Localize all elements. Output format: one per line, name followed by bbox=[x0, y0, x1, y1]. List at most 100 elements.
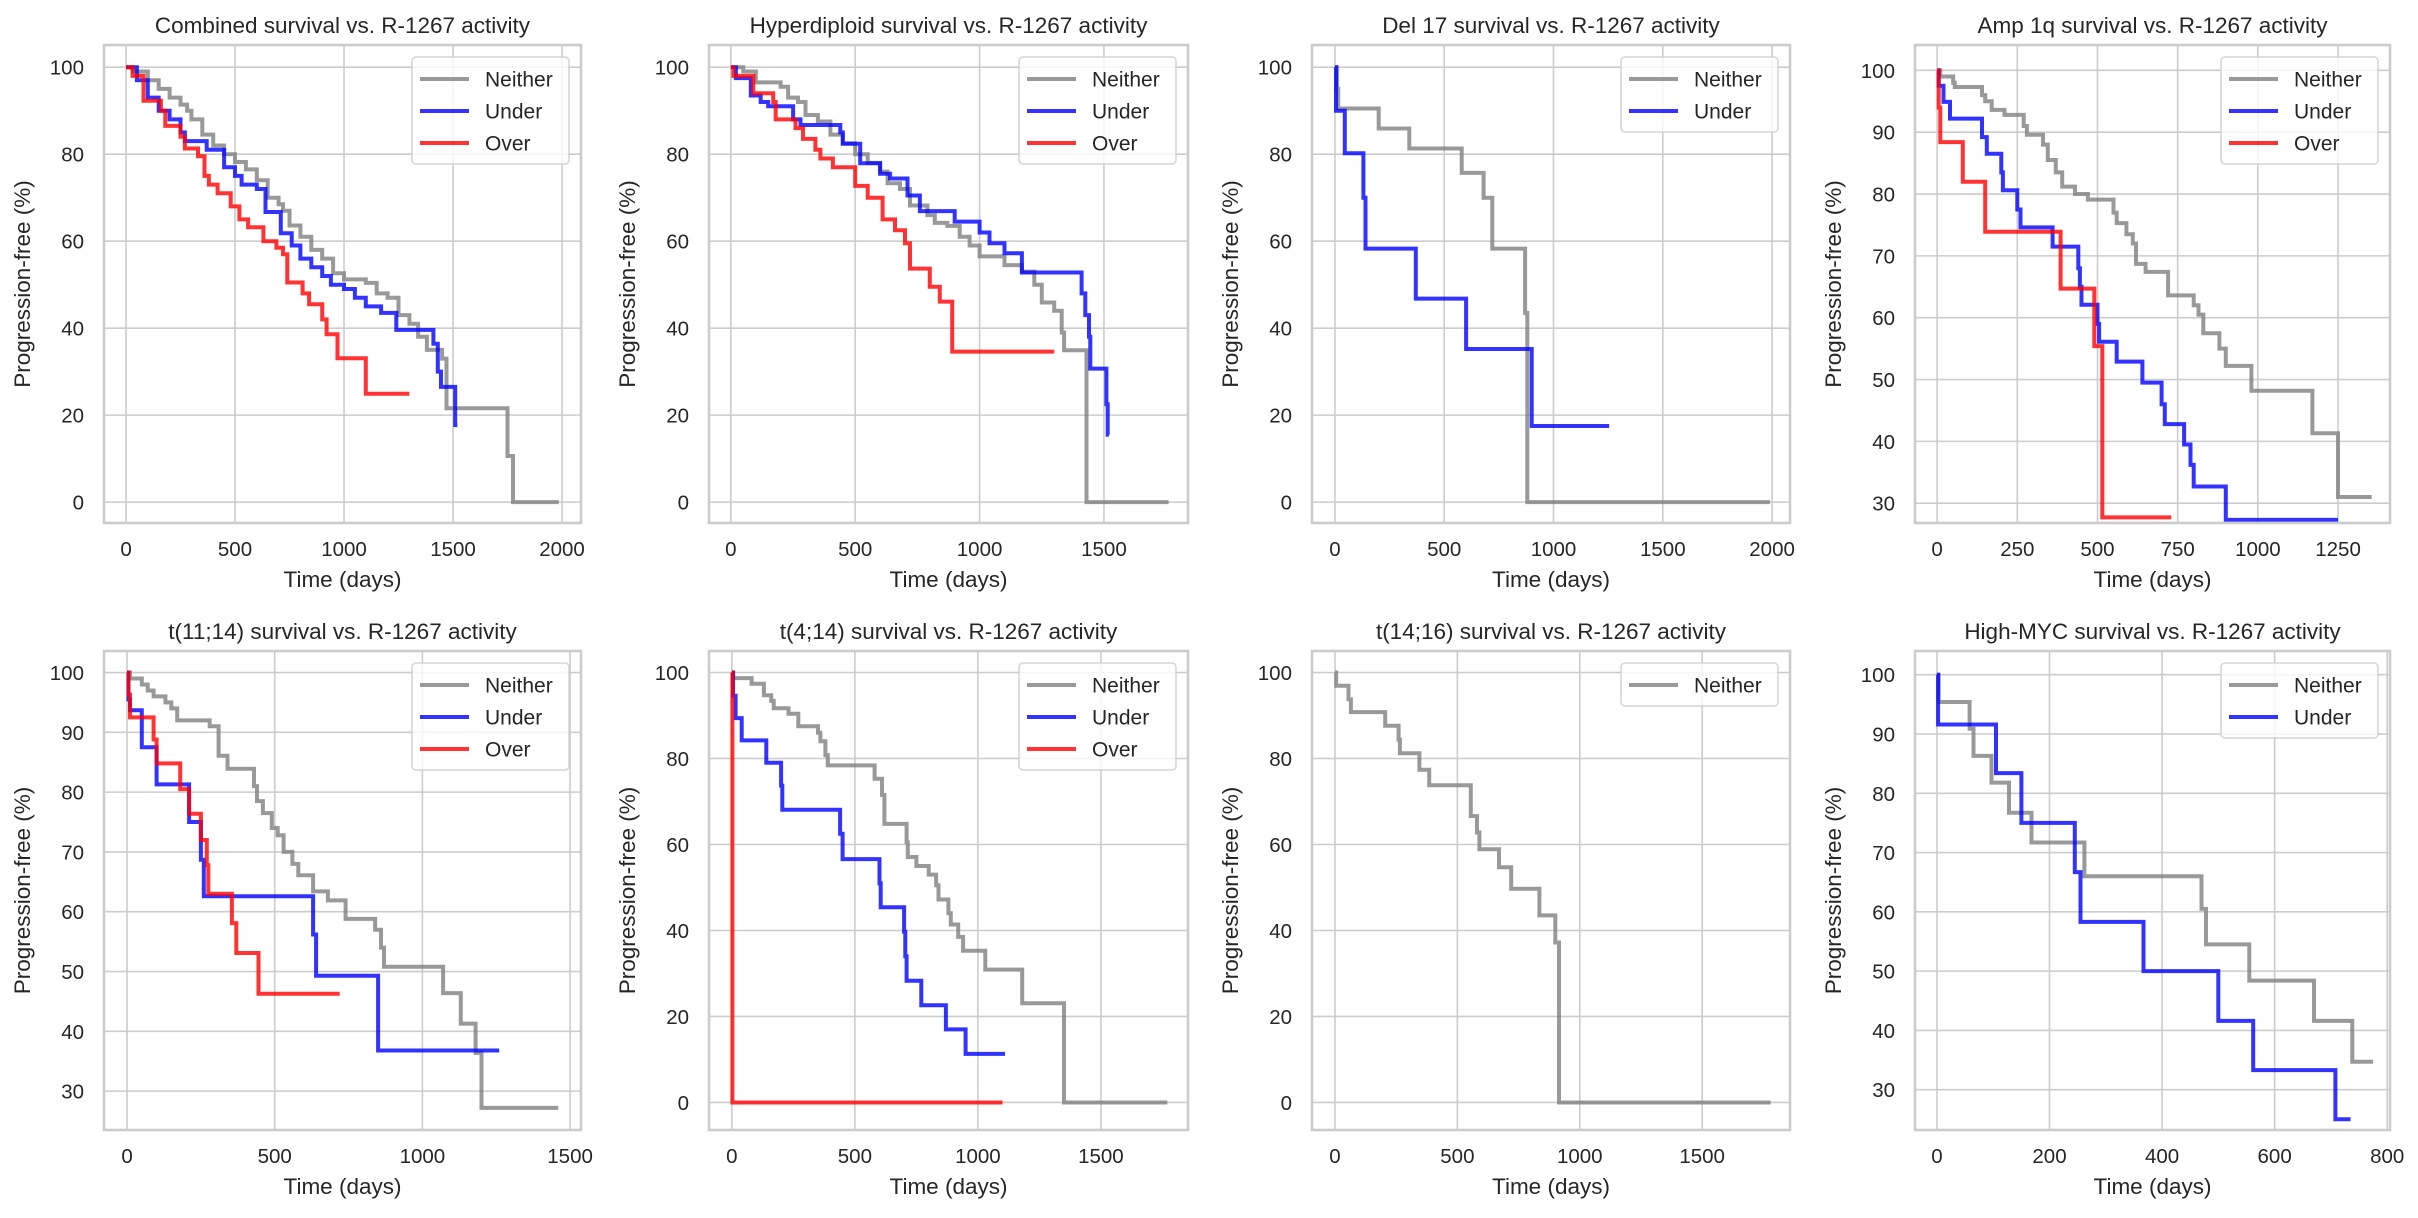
legend: Neither Under bbox=[2220, 662, 2379, 739]
legend-label: Neither bbox=[2294, 69, 2362, 92]
legend: Neither Under Over bbox=[1018, 662, 1177, 771]
x-tick-label: 2000 bbox=[1749, 538, 1795, 561]
legend: Neither Under Over bbox=[2220, 56, 2379, 165]
series-line-under bbox=[1936, 672, 2351, 1122]
x-tick-label: 1000 bbox=[321, 538, 367, 561]
legend-box bbox=[411, 662, 570, 771]
legend-label: Over bbox=[485, 739, 531, 762]
legend: Neither Under Over bbox=[411, 56, 570, 165]
x-tick-label: 1500 bbox=[430, 538, 476, 561]
y-axis-label: Progression-free (%) bbox=[1218, 787, 1243, 995]
y-tick-label: 70 bbox=[61, 841, 84, 864]
series-line-neither bbox=[126, 65, 559, 505]
panel-6: t(4;14) survival vs. R-1267 activity 0 500… bbox=[615, 619, 1190, 1199]
x-axis-label: Time (days) bbox=[1492, 1174, 1610, 1199]
series-group bbox=[1334, 670, 1771, 1105]
series-line-under bbox=[126, 65, 458, 428]
legend-label: Neither bbox=[1092, 675, 1160, 698]
series-line-over bbox=[126, 65, 410, 396]
y-tick-label: 80 bbox=[666, 748, 689, 771]
x-axis-label: Time (days) bbox=[2094, 567, 2212, 592]
x-tick-label: 750 bbox=[2161, 538, 2195, 561]
axes-frame bbox=[707, 43, 1190, 525]
x-tick-label: 1500 bbox=[547, 1145, 593, 1168]
y-tick-label: 60 bbox=[666, 834, 689, 857]
y-tick-label: 20 bbox=[1269, 405, 1292, 428]
y-tick-label: 20 bbox=[61, 405, 84, 428]
y-tick-label: 80 bbox=[1269, 144, 1292, 167]
y-tick-label: 40 bbox=[1872, 431, 1895, 454]
y-tick-label: 60 bbox=[666, 231, 689, 254]
y-axis-label: Progression-free (%) bbox=[10, 787, 35, 995]
y-tick-label: 60 bbox=[61, 231, 84, 254]
panel-3: Del 17 survival vs. R-1267 activity 0 500 1… bbox=[1218, 13, 1795, 592]
series-line-under bbox=[731, 670, 1005, 1056]
y-tick-label: 60 bbox=[61, 901, 84, 924]
legend-label: Under bbox=[1092, 101, 1149, 124]
panel-1: Combined survival vs. R-1267 activity 0 50… bbox=[10, 13, 585, 592]
legend-box bbox=[411, 56, 570, 165]
y-tick-label: 30 bbox=[1872, 1079, 1895, 1102]
series-group bbox=[730, 65, 1169, 505]
gridlines bbox=[1915, 45, 2390, 523]
y-tick-label: 20 bbox=[1269, 1006, 1292, 1029]
panel-title: High-MYC survival vs. R-1267 activity bbox=[1964, 619, 2341, 644]
series-group bbox=[1936, 672, 2374, 1122]
x-tick-label: 500 bbox=[1427, 538, 1461, 561]
y-tick-label: 0 bbox=[1281, 1092, 1292, 1115]
y-tick-label: 40 bbox=[1872, 1020, 1895, 1043]
panel-5: t(11;14) survival vs. R-1267 activity 0 50… bbox=[10, 619, 593, 1199]
series-line-neither bbox=[731, 670, 1168, 1105]
y-tick-label: 50 bbox=[1872, 369, 1895, 392]
panel-title: t(4;14) survival vs. R-1267 activity bbox=[780, 619, 1118, 644]
y-tick-label: 0 bbox=[678, 492, 689, 515]
y-tick-label: 40 bbox=[666, 318, 689, 341]
x-tick-label: 0 bbox=[1931, 538, 1942, 561]
axes-frame bbox=[707, 649, 1190, 1132]
y-axis-label: Progression-free (%) bbox=[1821, 180, 1846, 388]
series-line-neither bbox=[1334, 670, 1771, 1105]
panel-title: Combined survival vs. R-1267 activity bbox=[155, 13, 531, 38]
series-group bbox=[1334, 65, 1770, 505]
axes-frame bbox=[1310, 43, 1792, 525]
y-tick-label: 80 bbox=[61, 144, 84, 167]
legend-label: Under bbox=[1092, 707, 1149, 730]
series-line-over bbox=[730, 670, 1003, 1105]
legend-label: Under bbox=[1694, 101, 1751, 124]
y-tick-label: 40 bbox=[1269, 920, 1292, 943]
y-tick-label: 70 bbox=[1872, 842, 1895, 865]
series-line-neither bbox=[1334, 65, 1770, 505]
x-axis-label: Time (days) bbox=[284, 1174, 402, 1199]
y-tick-label: 70 bbox=[1872, 245, 1895, 268]
x-tick-label: 500 bbox=[838, 1145, 872, 1168]
series-group bbox=[730, 670, 1168, 1105]
series-line-neither bbox=[1937, 68, 2372, 499]
y-tick-label: 100 bbox=[655, 57, 689, 80]
y-tick-label: 80 bbox=[1872, 184, 1895, 207]
legend-label: Neither bbox=[1694, 69, 1762, 92]
x-tick-label: 1000 bbox=[1557, 1145, 1603, 1168]
series-line-neither bbox=[1936, 672, 2374, 1064]
series-group bbox=[126, 670, 559, 1110]
legend: Neither bbox=[1620, 662, 1779, 707]
panel-title: Amp 1q survival vs. R-1267 activity bbox=[1977, 13, 2328, 38]
y-tick-label: 40 bbox=[1269, 318, 1292, 341]
x-tick-label: 1500 bbox=[1078, 1145, 1124, 1168]
legend-label: Under bbox=[485, 707, 542, 730]
legend: Neither Under Over bbox=[1018, 56, 1177, 165]
x-tick-label: 1500 bbox=[1081, 538, 1127, 561]
legend-label: Under bbox=[485, 101, 542, 124]
x-tick-label: 0 bbox=[1329, 538, 1340, 561]
legend-box bbox=[1620, 662, 1779, 707]
y-axis-label: Progression-free (%) bbox=[10, 180, 35, 388]
x-tick-label: 500 bbox=[258, 1145, 292, 1168]
y-tick-label: 60 bbox=[1269, 231, 1292, 254]
y-tick-label: 100 bbox=[1258, 662, 1292, 685]
legend-label: Over bbox=[1092, 133, 1138, 156]
y-tick-label: 100 bbox=[1861, 60, 1895, 83]
x-tick-label: 200 bbox=[2032, 1145, 2066, 1168]
y-tick-label: 80 bbox=[61, 782, 84, 805]
y-tick-label: 80 bbox=[666, 144, 689, 167]
legend-box bbox=[1018, 662, 1177, 771]
